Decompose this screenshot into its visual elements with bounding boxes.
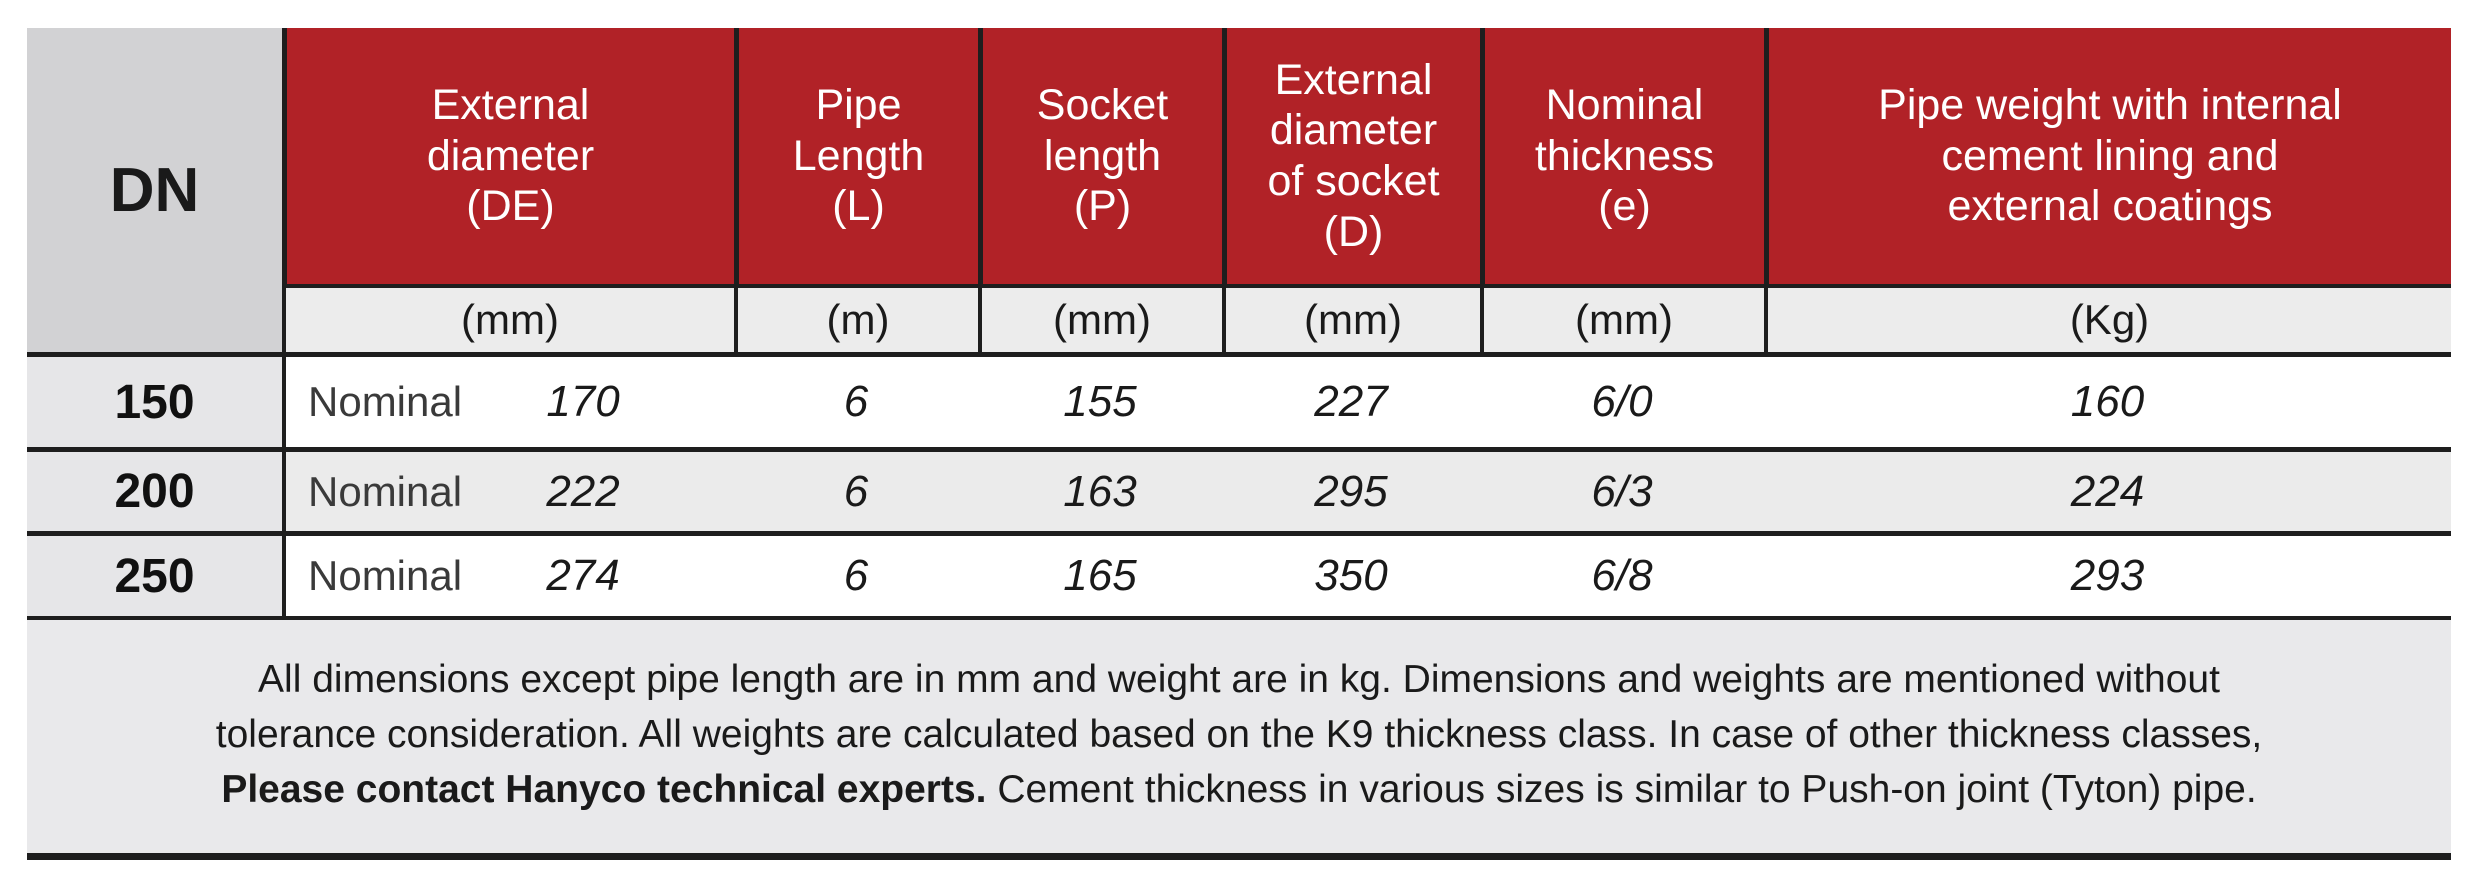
column-header-external-diameter: External diameter (DE) bbox=[282, 28, 734, 288]
pipe-spec-grid: DN External diameter (DE) Pipe Length (L… bbox=[27, 28, 2451, 620]
column-header-pipe-length: Pipe Length (L) bbox=[734, 28, 978, 288]
unit-pipe-weight: (Kg) bbox=[1764, 288, 2451, 357]
pipe-spec-table: DN External diameter (DE) Pipe Length (L… bbox=[27, 28, 2451, 860]
footnote-line-1: All dimensions except pipe length are in… bbox=[258, 658, 2220, 701]
cell-external-diameter: Nominal 274 bbox=[282, 536, 734, 620]
footnote: All dimensions except pipe length are in… bbox=[27, 620, 2451, 860]
unit-socket-length: (mm) bbox=[978, 288, 1222, 357]
cell-pipe-weight: 224 bbox=[1764, 452, 2451, 536]
column-header-pipe-weight: Pipe weight with internal cement lining … bbox=[1764, 28, 2451, 288]
footnote-contact-emphasis: Please contact Hanyco technical experts. bbox=[221, 768, 987, 811]
column-header-dn: DN bbox=[27, 28, 282, 357]
column-header-nominal-thickness: Nominal thickness (e) bbox=[1480, 28, 1764, 288]
footnote-line-2: tolerance consideration. All weights are… bbox=[215, 713, 2263, 756]
cell-nominal-thickness: 6/8 bbox=[1480, 536, 1764, 620]
cell-socket-length: 155 bbox=[978, 357, 1222, 452]
unit-socket-diameter: (mm) bbox=[1222, 288, 1480, 357]
cell-socket-diameter: 295 bbox=[1222, 452, 1480, 536]
nominal-label: Nominal bbox=[308, 378, 463, 425]
external-diameter-value: 222 bbox=[546, 466, 620, 516]
cell-pipe-weight: 293 bbox=[1764, 536, 2451, 620]
footnote-line-3-rest: Cement thickness in various sizes is sim… bbox=[986, 768, 2257, 811]
cell-socket-diameter: 227 bbox=[1222, 357, 1480, 452]
cell-pipe-weight: 160 bbox=[1764, 357, 2451, 452]
row-dn-value: 200 bbox=[27, 452, 282, 536]
cell-pipe-length: 6 bbox=[734, 357, 978, 452]
unit-nominal-thickness: (mm) bbox=[1480, 288, 1764, 357]
row-dn-value: 150 bbox=[27, 357, 282, 452]
cell-external-diameter: Nominal 222 bbox=[282, 452, 734, 536]
nominal-label: Nominal bbox=[308, 552, 463, 599]
cell-nominal-thickness: 6/0 bbox=[1480, 357, 1764, 452]
cell-pipe-length: 6 bbox=[734, 536, 978, 620]
external-diameter-value: 170 bbox=[546, 377, 620, 426]
unit-external-diameter: (mm) bbox=[282, 288, 734, 357]
footnote-line-3: Please contact Hanyco technical experts.… bbox=[27, 762, 2451, 817]
cell-socket-diameter: 350 bbox=[1222, 536, 1480, 620]
unit-pipe-length: (m) bbox=[734, 288, 978, 357]
cell-pipe-length: 6 bbox=[734, 452, 978, 536]
row-dn-value: 250 bbox=[27, 536, 282, 620]
external-diameter-value: 274 bbox=[546, 551, 620, 600]
nominal-label: Nominal bbox=[308, 467, 463, 515]
column-header-socket-diameter: External diameter of socket (D) bbox=[1222, 28, 1480, 288]
cell-external-diameter: Nominal 170 bbox=[282, 357, 734, 452]
cell-socket-length: 165 bbox=[978, 536, 1222, 620]
column-header-socket-length: Socket length (P) bbox=[978, 28, 1222, 288]
cell-socket-length: 163 bbox=[978, 452, 1222, 536]
cell-nominal-thickness: 6/3 bbox=[1480, 452, 1764, 536]
